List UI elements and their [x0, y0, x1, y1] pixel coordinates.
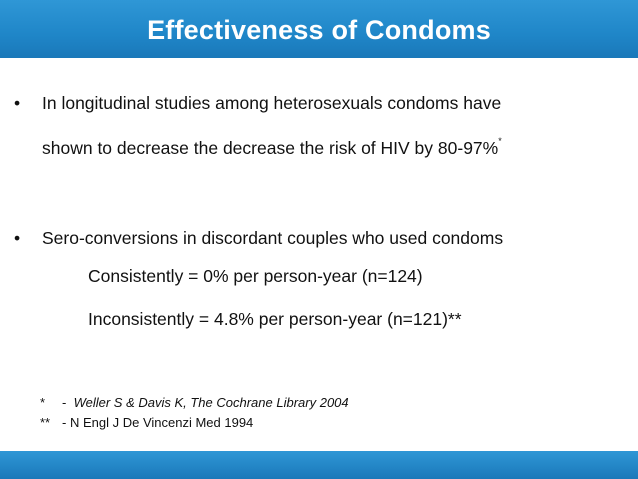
bullet-sero-conversions: • Sero-conversions in discordant couples… — [14, 223, 614, 253]
slide-title: Effectiveness of Condoms — [147, 14, 491, 45]
reference-separator: - — [62, 415, 67, 430]
title-bar: Effectiveness of Condoms — [0, 0, 638, 58]
sub-line-inconsistently: Inconsistently = 4.8% per person-year (n… — [88, 309, 462, 329]
reference-separator: - — [62, 395, 67, 410]
bullet-marker: • — [14, 93, 21, 113]
references: * - Weller S & Davis K, The Cochrane Libr… — [40, 393, 349, 433]
reference-mark: ** — [40, 415, 51, 430]
bullet-longitudinal-studies: • In longitudinal studies among heterose… — [14, 88, 614, 163]
reference-2: ** - N Engl J De Vincenzi Med 1994 — [40, 413, 349, 433]
bullet-text-line-2-body: shown to decrease the decrease the risk … — [42, 138, 499, 158]
reference-text: N Engl J De Vincenzi Med 1994 — [69, 415, 254, 430]
bullet-marker: • — [14, 228, 21, 248]
bottom-bar — [0, 451, 638, 479]
slide-content: • In longitudinal studies among heterose… — [0, 58, 638, 451]
reference-text: Weller S & Davis K, The Cochrane Library… — [73, 395, 349, 410]
bullet-text-line-1: In longitudinal studies among heterosexu… — [42, 93, 502, 113]
reference-mark: * — [40, 395, 46, 410]
bullet-text-line-1: Sero-conversions in discordant couples w… — [42, 228, 504, 248]
sub-line-consistently: Consistently = 0% per person-year (n=124… — [88, 266, 423, 286]
reference-1: * - Weller S & Davis K, The Cochrane Libr… — [40, 393, 349, 413]
footnote-marker: * — [498, 136, 502, 146]
bullet-text-line-2: shown to decrease the decrease the risk … — [42, 126, 614, 163]
